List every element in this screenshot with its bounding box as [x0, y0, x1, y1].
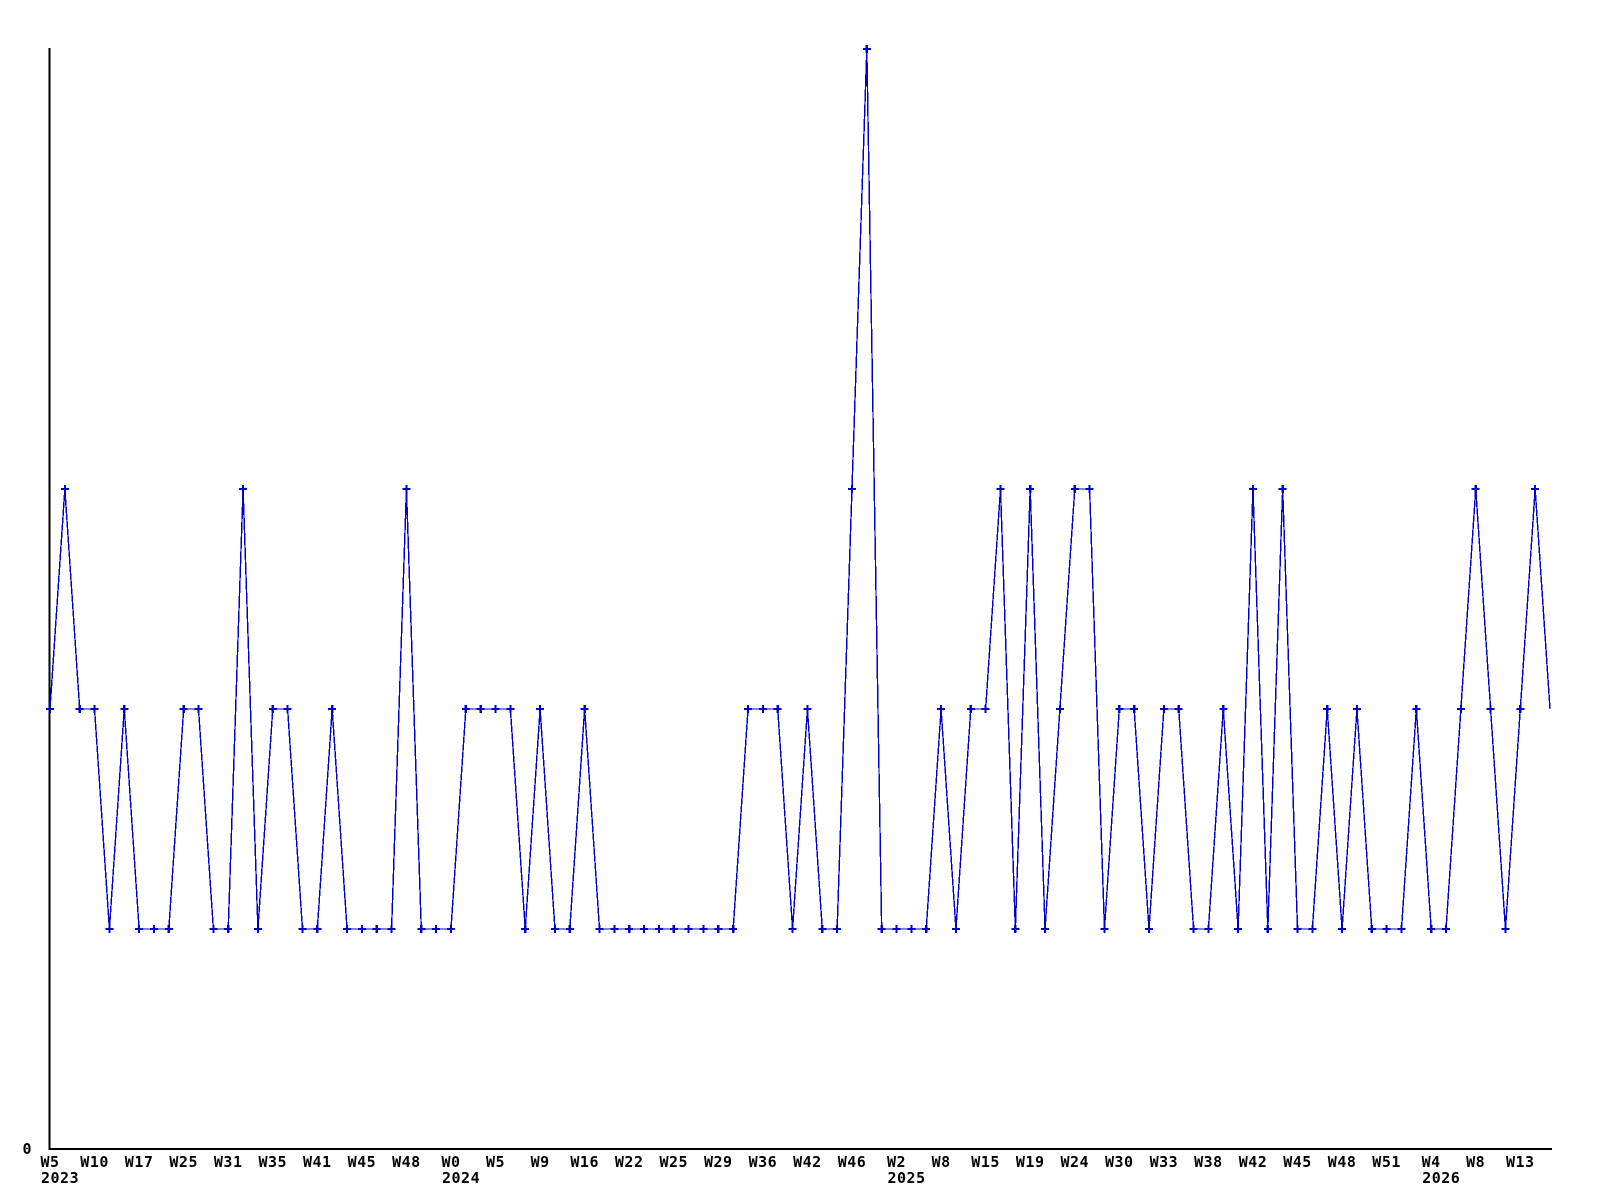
x-tick-week-label: W38: [1194, 1153, 1223, 1171]
x-tick-week-label: W25: [660, 1153, 689, 1171]
x-tick-week-label: W51: [1372, 1153, 1401, 1171]
x-tick-week-label: W45: [1283, 1153, 1312, 1171]
x-tick-week-label: W35: [259, 1153, 288, 1171]
x-tick-week-label: W25: [169, 1153, 198, 1171]
x-tick-week-label: W9: [531, 1153, 550, 1171]
x-tick-week-label: W48: [1328, 1153, 1357, 1171]
x-tick-week-label: W46: [838, 1153, 867, 1171]
x-tick-week-label: W48: [392, 1153, 421, 1171]
x-tick-week-label: W29: [704, 1153, 733, 1171]
x-tick-week-label: W19: [1016, 1153, 1045, 1171]
x-tick-week-label: W41: [303, 1153, 332, 1171]
x-tick-week-label: W8: [932, 1153, 951, 1171]
x-tick-week-label: W10: [80, 1153, 109, 1171]
x-tick-week-label: W30: [1105, 1153, 1134, 1171]
x-tick-week-label: W2: [887, 1153, 906, 1171]
x-tick-week-label: W13: [1506, 1153, 1535, 1171]
x-tick-year-label: 2024: [442, 1169, 480, 1187]
x-tick-year-label: 2025: [888, 1169, 926, 1187]
x-tick-week-label: W5: [486, 1153, 505, 1171]
x-tick-week-label: W17: [125, 1153, 154, 1171]
x-tick-week-label: W36: [749, 1153, 778, 1171]
x-tick-week-label: W16: [570, 1153, 599, 1171]
x-tick-week-label: W24: [1061, 1153, 1090, 1171]
x-tick-year-label: 2026: [1422, 1169, 1460, 1187]
y-axis-origin-label: 0: [22, 1140, 32, 1158]
x-tick-week-label: W42: [793, 1153, 822, 1171]
x-tick-year-label: 2023: [41, 1169, 79, 1187]
x-tick-week-label: W42: [1239, 1153, 1268, 1171]
x-tick-week-label: W4: [1422, 1153, 1441, 1171]
x-tick-week-label: W22: [615, 1153, 644, 1171]
x-tick-week-label: W31: [214, 1153, 243, 1171]
x-tick-week-label: W5: [40, 1153, 59, 1171]
x-tick-week-label: W8: [1466, 1153, 1485, 1171]
data-point-markers: [46, 45, 1540, 933]
data-line: [49, 48, 1551, 930]
x-tick-week-label: W15: [971, 1153, 1000, 1171]
x-tick-week-label: W45: [348, 1153, 377, 1171]
x-tick-week-label: W33: [1150, 1153, 1179, 1171]
x-tick-week-label: W0: [441, 1153, 460, 1171]
